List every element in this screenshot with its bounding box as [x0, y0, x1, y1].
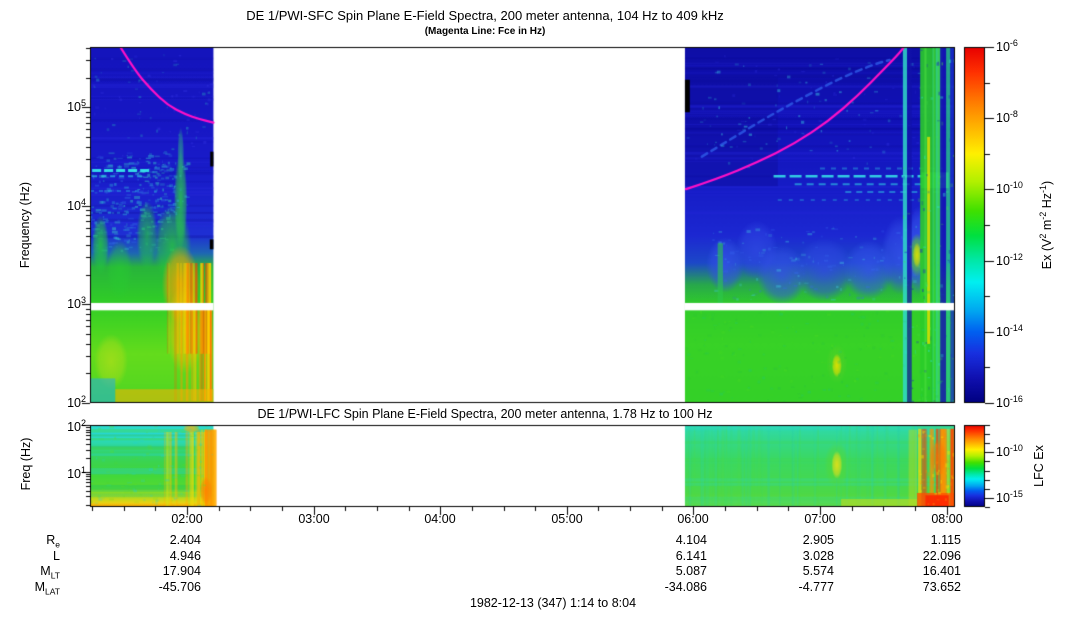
- annotation-value: 5.087: [675, 564, 707, 578]
- sfc-y-tick-label: 105: [67, 98, 86, 115]
- sfc-y-axis-label-text: Frequency (Hz): [18, 181, 32, 269]
- lfc-panel-title: DE 1/PWI-LFC Spin Plane E-Field Spectra,…: [257, 407, 713, 421]
- lfc-colorbar-label-text: LFC Ex: [1032, 445, 1046, 487]
- lfc-y-tick-label: 101: [67, 465, 86, 482]
- time-tick-label: 08:00: [931, 512, 963, 526]
- annotation-row-label: MLT: [40, 564, 60, 581]
- time-tick-label: 07:00: [804, 512, 836, 526]
- annotation-value: -45.706: [158, 579, 201, 594]
- colorbar-tick-label: 10-14: [996, 323, 1023, 340]
- annotation-value: 2.905: [802, 533, 834, 547]
- time-tick-label: 06:00: [677, 512, 709, 526]
- annotation-value: 3.028: [802, 548, 834, 563]
- time-tick-label: 04:00: [424, 512, 456, 526]
- lfc-y-axis-label-text: Freq (Hz): [19, 437, 33, 491]
- colorbar-tick-label: 10-6: [996, 38, 1018, 55]
- colorbar-tick-label: 10-15: [996, 489, 1023, 506]
- annotation-value: 4.104: [675, 533, 707, 547]
- annotation-value: 17.904: [162, 564, 201, 578]
- annotation-row-label: L: [53, 548, 60, 563]
- colorbar-tick-label: 10-10: [996, 443, 1023, 460]
- annotation-value: 6.141: [675, 548, 707, 563]
- annotation-value: 22.096: [922, 548, 961, 563]
- sfc-y-tick-label: 103: [67, 295, 86, 312]
- time-tick-label: 03:00: [298, 512, 330, 526]
- sfc-colorbar-label: Ex (V2 m-2 Hz-1): [1037, 180, 1055, 270]
- colorbar-tick-label: 10-8: [996, 109, 1018, 126]
- sfc-panel-subtitle: (Magenta Line: Fce in Hz): [424, 26, 546, 37]
- annotation-value: 73.652: [922, 579, 961, 594]
- annotation-row-label: MLAT: [34, 579, 60, 597]
- annotation-row-label: Re: [46, 533, 60, 550]
- footer-time-range: 1982-12-13 (347) 1:14 to 8:04: [469, 596, 637, 610]
- annotation-value: -34.086: [664, 579, 707, 594]
- annotation-value: 5.574: [802, 564, 834, 578]
- annotation-value: 2.404: [169, 533, 201, 547]
- lfc-colorbar-label: LFC Ex: [1032, 445, 1046, 487]
- colorbar-tick-label: 10-16: [996, 394, 1023, 411]
- annotation-value: 16.401: [922, 564, 961, 578]
- sfc-panel-title: DE 1/PWI-SFC Spin Plane E-Field Spectra,…: [246, 8, 724, 23]
- colorbar-tick-label: 10-10: [996, 180, 1023, 197]
- time-tick-label: 05:00: [551, 512, 583, 526]
- sfc-y-axis-label: Frequency (Hz): [18, 182, 32, 268]
- sfc-y-tick-label: 104: [67, 197, 86, 214]
- time-tick-label: 02:00: [171, 512, 203, 526]
- lfc-y-axis-label: Freq (Hz): [19, 438, 33, 491]
- sfc-y-tick-label: 102: [67, 394, 86, 411]
- annotation-value: 4.946: [169, 548, 201, 563]
- annotation-value: 1.115: [930, 533, 961, 547]
- colorbar-tick-label: 10-12: [996, 252, 1023, 269]
- lfc-y-tick-label: 102: [67, 418, 86, 435]
- annotation-value: -4.777: [798, 579, 834, 594]
